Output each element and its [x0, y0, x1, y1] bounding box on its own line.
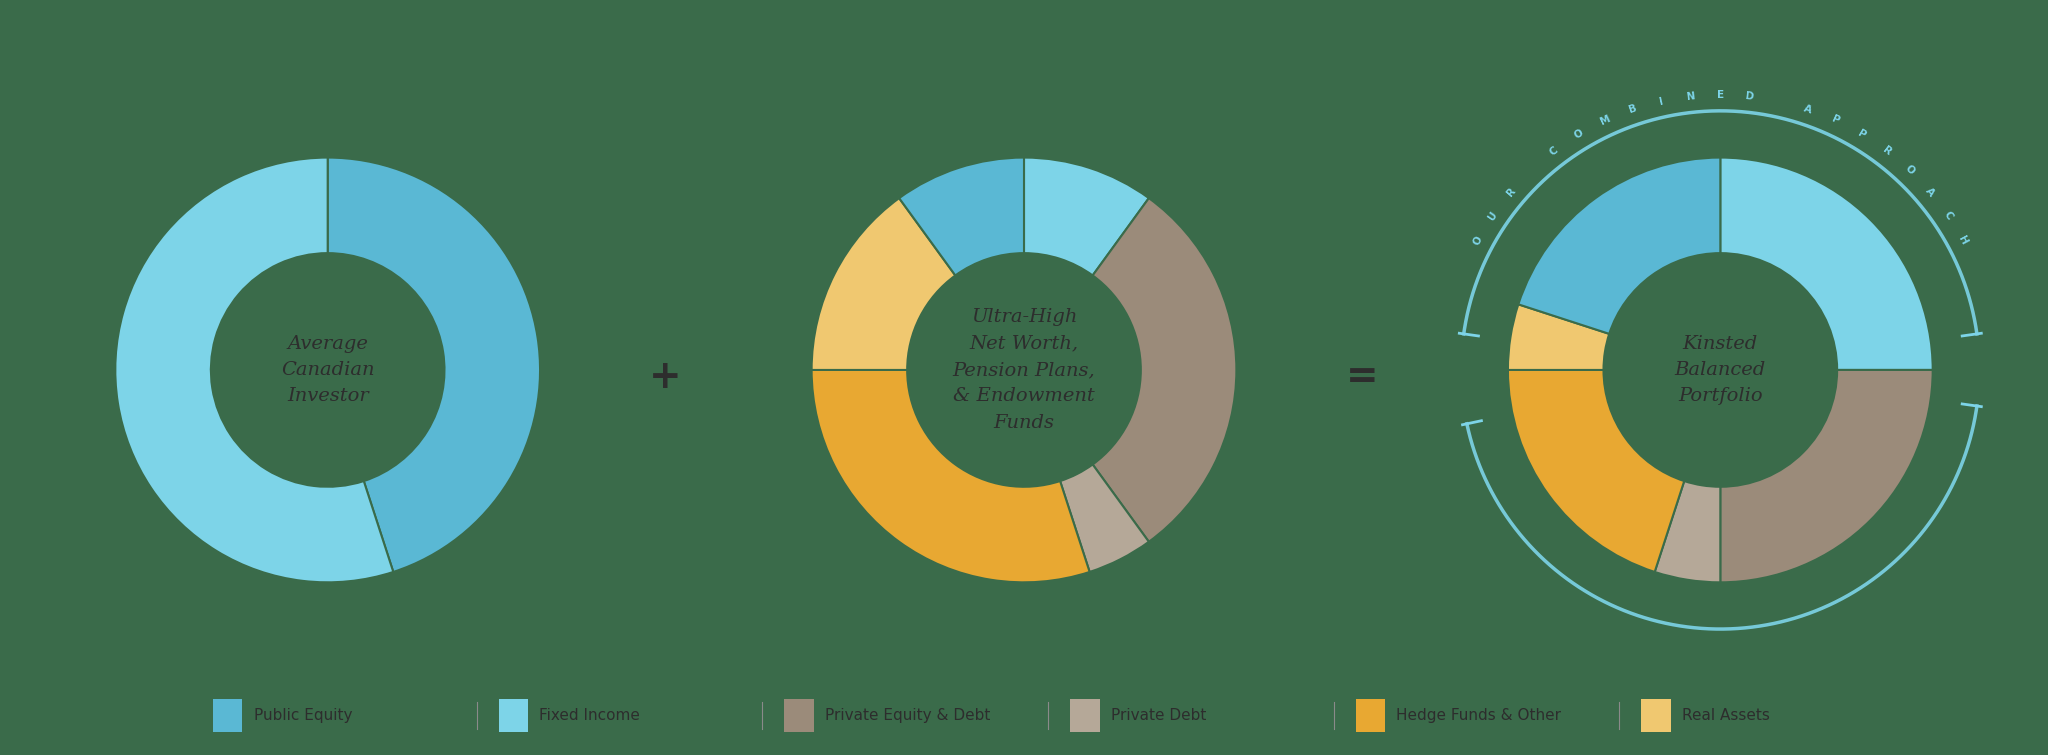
Wedge shape: [811, 198, 954, 370]
Text: C: C: [1942, 209, 1954, 221]
Text: D: D: [1745, 91, 1755, 102]
Wedge shape: [328, 158, 541, 572]
Text: O: O: [1470, 235, 1485, 247]
Text: Real Assets: Real Assets: [1681, 708, 1769, 723]
Wedge shape: [1061, 464, 1149, 572]
Wedge shape: [1507, 304, 1610, 370]
Wedge shape: [1720, 370, 1933, 582]
Wedge shape: [1720, 158, 1933, 370]
Wedge shape: [115, 158, 393, 582]
Text: U: U: [1487, 209, 1499, 222]
Wedge shape: [1655, 481, 1720, 582]
Text: Kinsted
Balanced
Portfolio: Kinsted Balanced Portfolio: [1675, 334, 1765, 405]
Bar: [1356, 699, 1384, 732]
Text: B: B: [1628, 103, 1638, 116]
Text: Private Debt: Private Debt: [1110, 708, 1206, 723]
Text: A: A: [1802, 103, 1812, 116]
Wedge shape: [1507, 370, 1683, 572]
Text: R: R: [1880, 144, 1892, 157]
Bar: [784, 699, 813, 732]
Text: Ultra-High
Net Worth,
Pension Plans,
& Endowment
Funds: Ultra-High Net Worth, Pension Plans, & E…: [952, 308, 1096, 432]
Wedge shape: [1518, 158, 1720, 334]
Text: =: =: [1346, 359, 1378, 396]
Text: H: H: [1956, 235, 1970, 247]
Text: O: O: [1573, 128, 1585, 140]
Bar: [213, 699, 242, 732]
Text: Average
Canadian
Investor: Average Canadian Investor: [281, 334, 375, 405]
Wedge shape: [1024, 158, 1149, 276]
Text: R: R: [1505, 186, 1518, 198]
Bar: [1069, 699, 1100, 732]
Text: E: E: [1716, 90, 1724, 100]
Text: Private Equity & Debt: Private Equity & Debt: [825, 708, 991, 723]
Text: +: +: [649, 359, 682, 396]
Wedge shape: [899, 158, 1024, 276]
Text: Public Equity: Public Equity: [254, 708, 352, 723]
Text: P: P: [1831, 114, 1841, 126]
Wedge shape: [811, 370, 1090, 582]
Bar: [500, 699, 528, 732]
Text: Hedge Funds & Other: Hedge Funds & Other: [1397, 708, 1561, 723]
Text: N: N: [1686, 91, 1696, 102]
Wedge shape: [1094, 198, 1237, 542]
Text: I: I: [1659, 96, 1665, 106]
Text: P: P: [1855, 128, 1868, 140]
Text: M: M: [1597, 113, 1612, 127]
Text: C: C: [1548, 145, 1561, 157]
Text: A: A: [1923, 186, 1935, 198]
Text: O: O: [1903, 164, 1917, 177]
Bar: [1642, 699, 1671, 732]
Text: Fixed Income: Fixed Income: [539, 708, 641, 723]
